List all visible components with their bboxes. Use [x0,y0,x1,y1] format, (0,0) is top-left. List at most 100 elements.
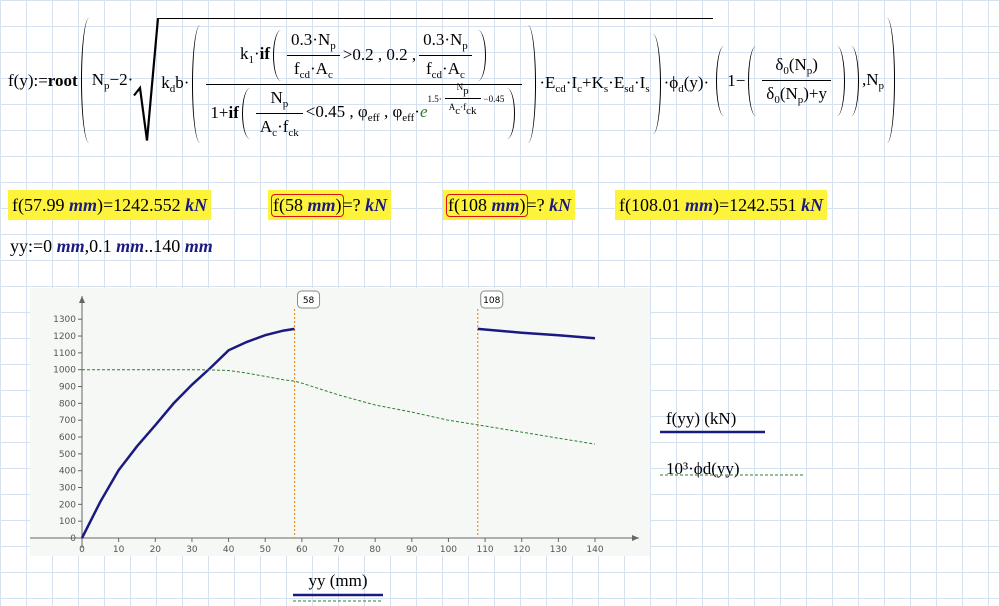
math-text: yy:=0 [10,236,57,256]
math-text: c [272,126,278,139]
math-text: δ [775,55,784,74]
math-text: mm [685,194,714,215]
math-text: mm [184,236,213,256]
math-text: p [330,39,336,52]
math-text: kN [185,194,208,215]
y-tick-label: 1300 [53,315,76,325]
denominator: δ0(Np)+y [762,81,831,106]
y-tick-label: 100 [59,517,76,527]
axis-arrow [79,296,85,303]
y-tick-label: 700 [59,416,76,426]
math-text: N [456,81,464,92]
result-box: f(108 mm) =? kN [443,190,576,220]
x-axis-label: yy (mm) [308,571,367,590]
denominator: 1+if Np Ac·fck <0.45 , φeff , φeff·e 1.5·… [206,82,522,139]
y-tick-label: 1100 [53,349,76,359]
series-line [82,369,596,445]
math-text: c [327,68,333,81]
x-tick-label: 140 [586,545,603,555]
math-text: ·f [460,101,467,112]
paren [851,45,860,116]
math-text: mm [491,194,520,215]
group: k1·if 0.3·Np fcd·Ac >0.2 , 0.2 , 0.3·Np fc… [189,25,539,143]
y-tick-label: 0 [70,534,76,544]
term: ,Np [862,70,884,92]
math-text: =? [526,194,550,215]
result-box: f(57.99 mm) =1242.552 kN [8,190,212,220]
plot-background [30,288,650,556]
math-text: d [678,83,684,95]
math-text: =? [342,194,366,215]
math-text: ) [713,194,720,215]
math-text: k [239,44,249,63]
math-text: A [448,101,456,112]
term: <0.45 , φeff , φeff·e [306,102,428,124]
math-text: 0 [774,94,780,106]
call: f(57.99 mm) [12,195,103,216]
math-text: (N [779,84,798,103]
math-text: −2· [109,69,134,89]
legend-label: 10³·ϕd(yy) [666,459,740,478]
math-text: p [462,39,468,52]
math-text: ) [97,194,104,215]
math-text: f(108.01 [619,194,685,215]
fraction: Np Ac·fck [255,88,303,139]
math-text: <0.45 , φ [305,102,368,121]
marker-label-box [480,290,504,309]
math-text: 0 [783,65,789,77]
result: =? kN [527,195,572,216]
math-text: := [33,70,48,90]
denominator: Ac·fck [256,114,303,139]
lhs: f(y):=root [8,71,78,91]
paren [748,45,756,116]
fraction: δ0(Np) δ0(Np)+y [762,55,832,106]
x-tick-label: 20 [150,545,162,555]
y-tick-label: 600 [59,433,76,443]
denominator: Ac·fck [445,99,481,117]
x-tick-label: 50 [259,545,271,555]
math-text: 0.3·N [291,29,331,49]
math-text: d [169,83,176,95]
math-text: ,N [862,69,879,89]
fraction: 0.3·Np fcd·Ac [287,30,340,81]
math-text: 1− [727,70,746,90]
math-text: ck [466,104,477,117]
term: kdb· [161,73,189,95]
math-text: f(y) [8,70,34,90]
exponent: 1.5· Np Ac·fck −0.45 [428,82,505,117]
term: 1− [727,71,745,91]
math-text: if [259,44,271,63]
math-text: p [463,84,469,97]
y-tick-label: 1000 [53,366,76,376]
y-tick-label: 900 [59,383,76,393]
term: 1+if [210,103,238,123]
math-text: mm [56,236,85,256]
term: k1·if [240,44,270,66]
math-text: ·A [442,58,460,78]
math-text: =1242.551 [719,194,802,215]
num-row: k1·if 0.3·Np fcd·Ac >0.2 , 0.2 , 0.3·Np fc… [240,29,489,81]
x-tick-label: 60 [296,545,308,555]
math-text: )+y [803,84,828,103]
math-text: 1 [248,54,254,66]
math-text: A [259,116,273,136]
result: =1242.552 kN [103,195,207,216]
denominator: fcd·Ac [290,56,337,81]
math-text: −0.45 [483,94,505,104]
call: f(108 mm) [446,193,528,217]
math-text: >0.2 , 0.2 , [342,45,417,64]
y-tick-label: 800 [59,399,76,409]
y-tick-label: 400 [59,467,76,477]
math-text: cd [431,68,443,81]
term: >0.2 , 0.2 , [343,45,416,65]
math-text: eff [402,112,415,124]
axis-arrow [632,535,639,541]
numerator: 0.3·Np [419,30,472,56]
x-tick-label: 40 [223,545,235,555]
fraction: k1·if 0.3·Np fcd·Ac >0.2 , 0.2 , 0.3·Np fc… [206,29,523,139]
math-text: =1242.552 [103,194,186,215]
x-tick-label: 10 [113,545,125,555]
term: Np−2· [92,70,134,92]
call: f(108.01 mm) [619,195,719,216]
